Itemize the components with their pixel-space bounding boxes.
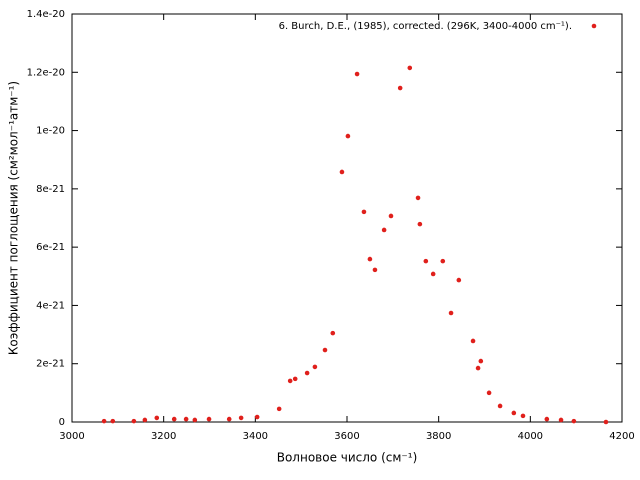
point bbox=[478, 358, 484, 364]
point bbox=[131, 418, 137, 424]
point bbox=[354, 71, 360, 77]
point bbox=[486, 390, 492, 396]
point bbox=[440, 258, 446, 264]
y-tick-label: 1.2e-20 bbox=[27, 67, 65, 78]
point bbox=[511, 410, 517, 416]
point bbox=[415, 195, 421, 201]
point bbox=[367, 256, 373, 262]
y-tick-label: 2e-21 bbox=[36, 359, 65, 370]
point bbox=[206, 416, 212, 422]
point bbox=[558, 417, 564, 423]
point bbox=[238, 415, 244, 421]
point bbox=[430, 271, 436, 277]
point bbox=[254, 414, 260, 420]
y-tick-label: 1e-20 bbox=[36, 126, 65, 137]
y-tick-label: 1.4e-20 bbox=[27, 9, 65, 20]
y-tick-label: 0 bbox=[59, 417, 65, 428]
x-tick-label: 4200 bbox=[609, 431, 634, 442]
x-axis-title: Волновое число (см⁻¹) bbox=[277, 451, 418, 465]
point bbox=[603, 419, 609, 425]
y-tick-label: 8e-21 bbox=[36, 184, 65, 195]
plot-border bbox=[71, 13, 623, 423]
point bbox=[183, 416, 189, 422]
x-tick-label: 3200 bbox=[151, 431, 176, 442]
x-tick-label: 3400 bbox=[243, 431, 268, 442]
y-tick-label: 6e-21 bbox=[36, 242, 65, 253]
point bbox=[381, 227, 387, 233]
point bbox=[322, 347, 328, 353]
point bbox=[101, 418, 107, 424]
point bbox=[448, 310, 454, 316]
point bbox=[520, 413, 526, 419]
point bbox=[571, 418, 577, 424]
point bbox=[470, 338, 476, 344]
x-tick-label: 3600 bbox=[334, 431, 359, 442]
point bbox=[110, 418, 116, 424]
point bbox=[407, 65, 413, 71]
point bbox=[345, 133, 351, 139]
point bbox=[292, 376, 298, 382]
point bbox=[287, 378, 293, 384]
point bbox=[417, 221, 423, 227]
legend-marker bbox=[591, 23, 597, 29]
point bbox=[456, 277, 462, 283]
y-axis-title: Коэффициент поглощения (см²мол⁻¹атм⁻¹) bbox=[7, 81, 21, 355]
point bbox=[142, 417, 148, 423]
legend-label: 6. Burch, D.E., (1985), corrected. (296K… bbox=[279, 21, 572, 32]
point bbox=[154, 415, 160, 421]
point bbox=[361, 209, 367, 215]
point bbox=[544, 416, 550, 422]
point bbox=[388, 213, 394, 219]
x-tick-label: 4000 bbox=[518, 431, 543, 442]
point bbox=[171, 416, 177, 422]
y-tick-label: 4e-21 bbox=[36, 300, 65, 311]
point bbox=[192, 417, 198, 423]
point bbox=[497, 403, 503, 409]
point bbox=[330, 330, 336, 336]
point bbox=[304, 370, 310, 376]
point bbox=[339, 169, 345, 175]
point bbox=[312, 364, 318, 370]
point bbox=[276, 406, 282, 412]
point bbox=[423, 258, 429, 264]
point bbox=[372, 267, 378, 273]
point bbox=[475, 365, 481, 371]
x-tick-label: 3800 bbox=[426, 431, 451, 442]
point bbox=[397, 85, 403, 91]
point bbox=[226, 416, 232, 422]
x-tick-label: 3000 bbox=[59, 431, 84, 442]
